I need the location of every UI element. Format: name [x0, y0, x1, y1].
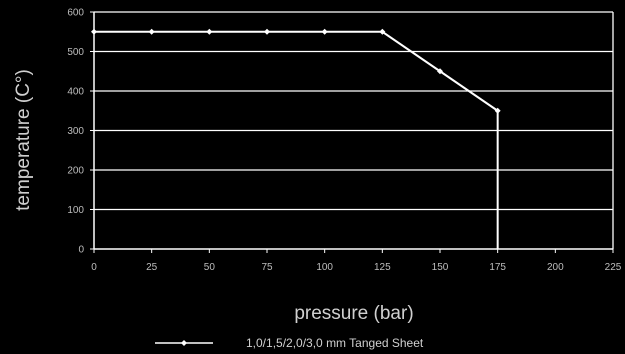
x-tick-label-100: 100	[316, 262, 333, 273]
legend: 1,0/1,5/2,0/3,0 mm Tanged Sheet	[155, 336, 424, 350]
legend-marker	[181, 340, 187, 346]
data-point-125	[379, 28, 386, 35]
data-point-150	[437, 68, 443, 75]
y-tick-label-600: 600	[67, 8, 84, 19]
y-tick-labels: 0 100 200 300 400 500 600	[67, 8, 84, 256]
data-point-75	[264, 28, 270, 35]
y-axis-label: temperature (C°)	[13, 69, 34, 211]
series-line-0	[94, 30, 499, 112]
x-tick-labels: 0 25 50 75 100 125 150 175 200 225	[91, 262, 622, 273]
data-point-25	[148, 28, 155, 35]
x-tick-label-50: 50	[204, 262, 216, 273]
series-group	[91, 28, 501, 249]
data-point-175	[494, 107, 501, 114]
data-point-100	[321, 28, 328, 35]
x-tick-label-150: 150	[432, 262, 449, 273]
data-point-0	[91, 28, 97, 35]
x-tick-label-25: 25	[146, 262, 158, 273]
x-tick-label-75: 75	[261, 262, 273, 273]
x-tick-label-125: 125	[374, 262, 391, 273]
x-tick-label-200: 200	[547, 262, 564, 273]
x-tick-label-225: 225	[605, 262, 622, 273]
x-axis-label: pressure (bar)	[294, 303, 413, 324]
y-tick-label-400: 400	[67, 87, 84, 98]
x-tick-label-0: 0	[91, 262, 97, 273]
legend-label: 1,0/1,5/2,0/3,0 mm Tanged Sheet	[246, 336, 424, 350]
axes	[90, 11, 614, 253]
y-tick-label-100: 100	[67, 205, 84, 216]
y-tick-label-200: 200	[67, 166, 84, 177]
x-tick-label-175: 175	[489, 262, 506, 273]
y-tick-label-300: 300	[67, 126, 84, 137]
y-tick-label-0: 0	[78, 245, 84, 256]
y-tick-label-500: 500	[67, 47, 84, 58]
grid-lines	[94, 11, 613, 211]
data-point-50	[206, 28, 213, 35]
